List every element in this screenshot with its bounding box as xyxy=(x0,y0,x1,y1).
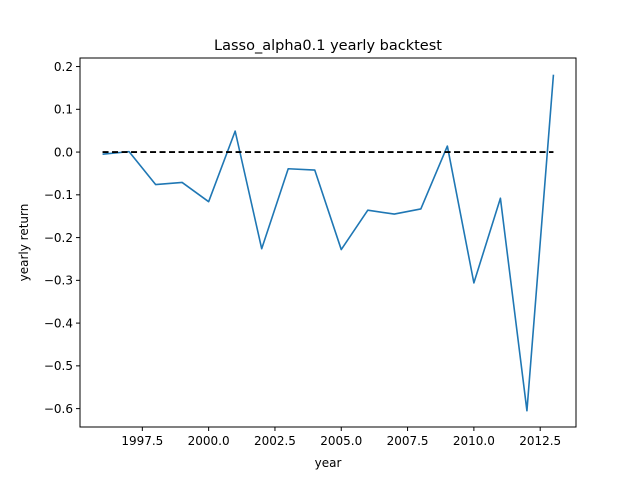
y-axis-label: yearly return xyxy=(17,204,31,282)
x-tick-label: 2000.0 xyxy=(188,434,230,448)
x-tick-label: 1997.5 xyxy=(121,434,163,448)
y-tick-label: 0.1 xyxy=(54,103,73,117)
y-tick-label: −0.3 xyxy=(44,274,73,288)
y-tick-label: −0.5 xyxy=(44,359,73,373)
x-tick-label: 2007.5 xyxy=(387,434,429,448)
x-tick-label: 2005.0 xyxy=(320,434,362,448)
x-tick-label: 2010.0 xyxy=(453,434,495,448)
y-tick-label: −0.1 xyxy=(44,188,73,202)
y-tick-label: −0.4 xyxy=(44,316,73,330)
x-axis: 1997.5 2000.0 2002.5 2005.0 2007.5 2010.0 2012… xyxy=(121,427,561,448)
x-axis-label: year xyxy=(315,456,342,470)
plot-area-frame xyxy=(79,57,577,428)
yearly-return-line xyxy=(102,74,555,412)
y-tick-label: 0.0 xyxy=(54,145,73,159)
x-tick-label: 2002.5 xyxy=(254,434,296,448)
y-tick-label: 0.2 xyxy=(54,60,73,74)
y-tick-label: −0.2 xyxy=(44,231,73,245)
x-tick-label: 2012.5 xyxy=(519,434,561,448)
y-tick-label: −0.6 xyxy=(44,402,73,416)
series-layer xyxy=(102,74,555,412)
chart-title: Lasso_alpha0.1 yearly backtest xyxy=(214,38,442,54)
y-axis: −0.6 −0.5 −0.4 −0.3 −0.2 −0.1 0.0 0.1 0.2 xyxy=(44,60,80,416)
